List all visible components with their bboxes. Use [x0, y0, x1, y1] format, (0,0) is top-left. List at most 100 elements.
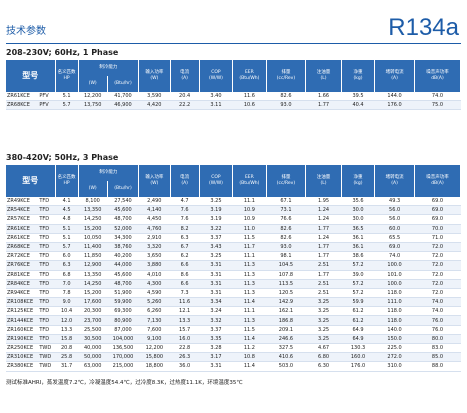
table-cell: 118.0	[374, 315, 415, 326]
header-row: (W) (Btu/hr)	[6, 76, 461, 92]
header-cell: 注油量 (L)	[305, 60, 342, 92]
table-cell: 225.0	[374, 343, 415, 354]
table-cell: ZR250KCE	[6, 343, 39, 354]
table-cell: 25,500	[78, 325, 108, 335]
table-row: ZR61KCE TFD 5.1 15,200 52,000 4,760 8.2 3.22 11.…	[6, 224, 461, 234]
header-label: COP	[211, 175, 221, 180]
table-cell: 50,000	[78, 352, 108, 363]
header-cell: 制冷能力	[78, 60, 140, 76]
header-label: 名义匹数	[57, 175, 76, 180]
table-cell: 5.1	[55, 233, 79, 243]
table-cell: 160.0	[341, 352, 375, 363]
table-cell: 10.9	[232, 205, 267, 216]
table-cell: 15.8	[55, 334, 79, 345]
header-unit: (Btu/Wh)	[239, 76, 260, 81]
table-cell: 3.25	[305, 315, 342, 326]
header-unit: (W)	[150, 181, 159, 186]
table-cell: 11.3	[232, 270, 267, 280]
table-cell: 48,700	[107, 214, 139, 225]
table-cell: ZR94KCE	[6, 288, 39, 299]
header-unit: (W/W)	[208, 181, 223, 186]
table-cell: 272.0	[374, 352, 415, 363]
table-cell: 1.24	[305, 205, 342, 216]
table-cell: 85.0	[414, 352, 461, 363]
header-cell: 输入功率 (W)	[138, 165, 171, 197]
header-unit: (L)	[320, 76, 327, 81]
table-cell: 52,000	[107, 224, 139, 234]
table-cell: TWD	[38, 343, 56, 354]
table-cell: TFD	[38, 279, 56, 289]
table-cell: 4.8	[55, 214, 79, 225]
header-unit: dB(A)	[431, 181, 444, 186]
table-cell: 107.8	[266, 270, 306, 280]
table-cell: TFD	[38, 205, 56, 216]
table-cell: 503.0	[266, 361, 306, 372]
table-cell: 162.1	[266, 306, 306, 317]
table-cell: 12.0	[55, 315, 79, 326]
table-cell: ZR72KCE	[6, 251, 39, 262]
table-cell: 4,010	[138, 270, 170, 280]
section-title: 208-230V; 60Hz, 1 Phase	[6, 48, 119, 57]
table-cell: ZR81KCE	[6, 270, 39, 280]
table-cell: 34,300	[107, 233, 139, 243]
table-cell: 46,900	[107, 100, 139, 111]
table-cell: 13,350	[78, 270, 108, 280]
table-cell: 4.67	[305, 343, 342, 354]
spec-table: 型号 名义匹数 HP 制冷能力 输入功率 (W) 电流 (A) COP (W/W) EER (Btu/…	[6, 165, 462, 372]
table-cell: 1.77	[305, 251, 342, 262]
table-cell: 5.1	[55, 92, 79, 102]
table-cell: 7.0	[55, 279, 79, 289]
header-label: 电流	[180, 70, 190, 75]
table-cell: 72.0	[414, 242, 461, 253]
table-cell: 11.0	[232, 224, 267, 234]
table-cell: 41,700	[107, 92, 139, 102]
header-unit: HP	[63, 76, 70, 81]
table-cell: 93.0	[266, 100, 306, 111]
table-cell: 36.0	[170, 361, 200, 372]
table-row: ZR125KCE TFD 10.4 20,300 69,300 6,260 12.1 3.24…	[6, 306, 461, 317]
table-cell: 11,850	[78, 251, 108, 262]
table-cell: 11.3	[232, 260, 267, 271]
table-cell: TFD	[38, 288, 56, 299]
header-unit: (W)	[150, 76, 159, 81]
header-cell: 净重 (kg)	[341, 165, 376, 197]
footnote: 测试标准AHRI，蒸发温度7.2℃，冷凝温度54.4℃，过冷度8.3K，过热度1…	[6, 380, 243, 386]
table-cell: 101.0	[374, 270, 415, 280]
table-row: ZR81KCE TFD 6.8 13,350 45,600 4,010 8.6 3.31 11.…	[6, 270, 461, 280]
table-cell: ZR68KCE	[6, 242, 39, 253]
table-cell: TFD	[38, 214, 56, 225]
table-cell: 45,600	[107, 205, 139, 216]
spec-table: 型号 名义匹数 HP 制冷能力 输入功率 (W) 电流 (A) COP (W/W) EER (Btu/…	[6, 60, 462, 111]
table-cell: 76.0	[414, 315, 461, 326]
table-row: ZR84KCE TFD 7.0 14,250 48,700 4,300 6.6 3.31 11.…	[6, 279, 461, 289]
table-cell: 2.51	[305, 279, 342, 289]
header-label: 堵转电流	[385, 70, 404, 75]
table-cell: 3.25	[199, 197, 233, 207]
table-cell: 12.1	[170, 306, 200, 317]
header-cell: 名义匹数 HP	[55, 60, 79, 92]
table-cell: 1.24	[305, 233, 342, 243]
table-cell: ZR76KCE	[6, 260, 39, 271]
table-cell: 49.3	[374, 197, 415, 207]
table-cell: 38.6	[341, 251, 375, 262]
header-cell: EER (Btu/Wh)	[232, 60, 267, 92]
table-cell: 15.7	[170, 325, 200, 335]
table-header: 型号 名义匹数 HP 制冷能力 输入功率 (W) 电流 (A) COP (W/W) EER (Btu/…	[6, 60, 462, 92]
table-cell: 15,200	[78, 288, 108, 299]
table-cell: 5.7	[55, 242, 79, 253]
table-cell: 3.25	[199, 251, 233, 262]
header-label: 噪音声功率	[426, 70, 449, 75]
table-row: ZR108KCE TFD 9.0 17,600 59,900 5,260 11.6 3.34 1…	[6, 297, 461, 308]
header-row: 型号 名义匹数 HP 制冷能力 输入功率 (W) 电流 (A) COP (W/W) EER (Btu/…	[6, 165, 462, 197]
table-cell: 130.3	[341, 343, 375, 354]
table-cell: 11,400	[78, 242, 108, 253]
table-cell: 39.0	[341, 270, 375, 280]
table-cell: 8.2	[170, 224, 200, 234]
table-cell: 2.51	[305, 288, 342, 299]
table-cell: 11.2	[232, 343, 267, 354]
table-cell: 74.0	[414, 306, 461, 317]
table-body: ZR61KCE PFV 5.1 12,200 41,700 3,590 20.4 3.40 11…	[6, 92, 461, 111]
header-unit: HP	[63, 181, 70, 186]
table-row: ZR250KCE TWD 20.8 40,000 136,500 12,200 22.8 3.…	[6, 343, 461, 354]
table-cell: ZR61KCE	[6, 224, 39, 234]
